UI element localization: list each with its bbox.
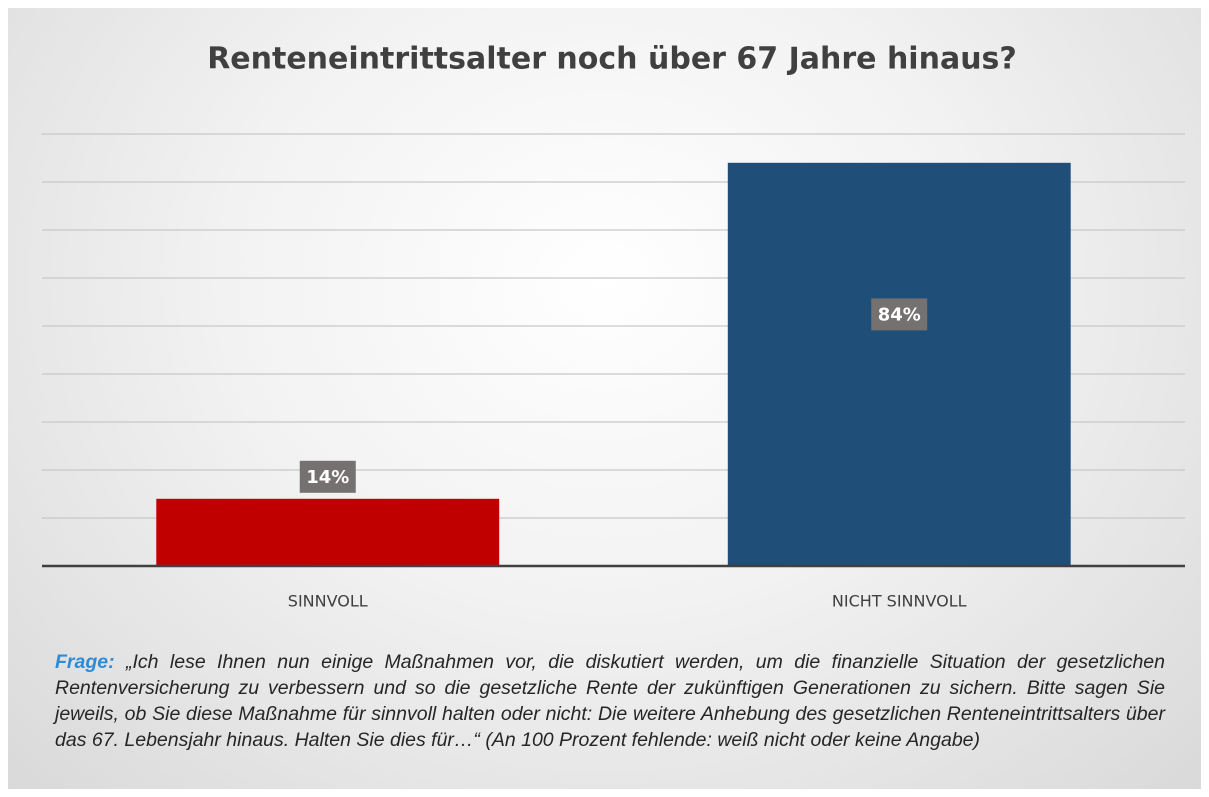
value-label: 84% <box>878 304 921 325</box>
footnote: Frage: „Ich lese Ihnen nun einige Maßnah… <box>55 649 1165 753</box>
value-label-box <box>299 460 356 493</box>
chart-frame: Renteneintrittsalter noch über 67 Jahre … <box>8 8 1201 789</box>
bar <box>156 498 500 566</box>
value-label-box <box>871 298 928 331</box>
value-label: 14% <box>306 467 349 488</box>
chart-title: Renteneintrittsalter noch über 67 Jahre … <box>207 42 1017 77</box>
x-tick-label: NICHT SINNVOLL <box>832 592 967 611</box>
note-text: „Ich lese Ihnen nun einige Maßnahmen vor… <box>55 651 1165 751</box>
note-label: Frage: <box>55 651 115 673</box>
bar <box>727 162 1071 567</box>
x-tick-label: SINNVOLL <box>288 592 368 611</box>
chart: Renteneintrittsalter noch über 67 Jahre … <box>42 42 1185 611</box>
